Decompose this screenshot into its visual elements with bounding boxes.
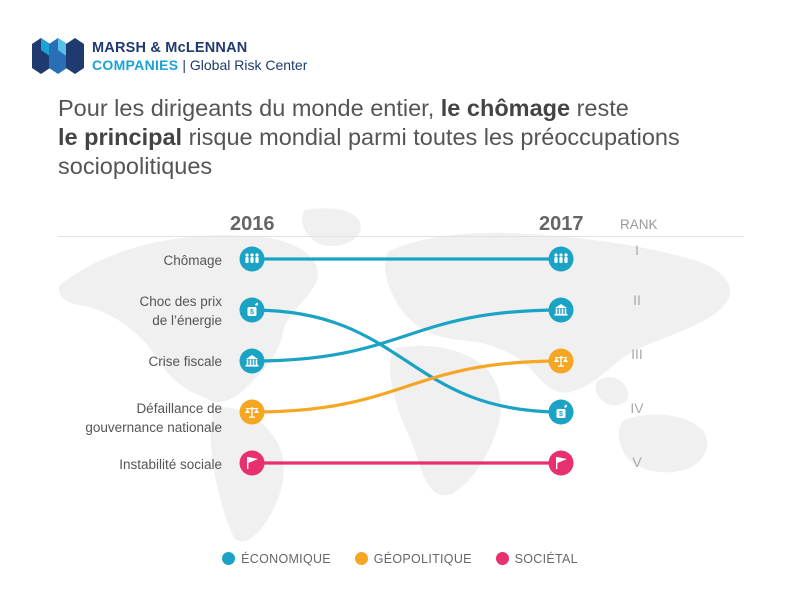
scales-icon [554, 356, 568, 367]
label-defaillance: Défaillance de gouvernance nationale [85, 399, 222, 437]
legend-dot-societal [495, 552, 509, 565]
company-logo: MARSH & McLENNAN COMPANIES | Global Risk… [32, 38, 332, 78]
node-crise-fiscale-2017 [548, 297, 574, 323]
label-crise-fiscale-line1: Crise fiscale [148, 354, 222, 369]
rank-label-2: II [633, 292, 641, 308]
legend-label-societal: SOCIÉTAL [514, 552, 578, 566]
rank-label-4: IV [630, 400, 644, 416]
flag-icon [556, 457, 567, 469]
rank-header: RANK [620, 217, 658, 232]
year-2017-header: 2017 [539, 213, 584, 235]
label-chomage: Chômage [163, 251, 222, 270]
rank-label-5: V [632, 454, 642, 470]
legend-item-societal: SOCIÉTAL [495, 552, 578, 566]
logo-mark-icon [32, 38, 84, 74]
node-chomage-2016 [239, 246, 265, 272]
label-chomage-line1: Chômage [163, 253, 222, 268]
series-line-crise-fiscale [250, 308, 563, 363]
legend-item-geopolitique: GÉOPOLITIQUE [354, 552, 472, 566]
node-defaillance-de-gouvernance-nationale-2016 [239, 399, 265, 425]
legend-label-geopolitique: GÉOPOLITIQUE [373, 552, 472, 566]
logo-company-name: MARSH & McLENNAN [92, 40, 248, 56]
label-choc-energie-line2: de l’énergie [152, 313, 222, 328]
headline-part-3: risque mondial parmi toutes les préoccup… [58, 124, 680, 179]
people-icon [245, 253, 259, 263]
people-icon [554, 253, 568, 263]
series-line-defaillance-de-gouvernance-nationale [250, 359, 563, 414]
node-chomage-2017 [548, 246, 574, 272]
oil-barrel-icon: $ [556, 404, 567, 418]
headline-part-2: reste [570, 95, 629, 121]
label-choc-energie: Choc des prix de l’énergie [139, 292, 222, 330]
legend-item-economique: ÉCONOMIQUE [222, 552, 331, 566]
node-choc-des-prix-de-l-energie-2016: $ [239, 297, 265, 323]
scales-icon [245, 407, 259, 418]
series-nodes: $$ [239, 246, 574, 476]
legend-dot-geopolitique [354, 552, 368, 565]
year-2016-header: 2016 [230, 213, 275, 235]
label-defaillance-line2: gouvernance nationale [85, 420, 222, 435]
label-instabilite-line1: Instabilité sociale [119, 457, 222, 472]
label-instabilite: Instabilité sociale [119, 455, 222, 474]
node-instabilite-sociale-2016 [239, 450, 265, 476]
logo-subtitle: COMPANIES | Global Risk Center [92, 57, 307, 73]
headline-bold-1: le chômage [440, 95, 571, 121]
header-rule [58, 236, 744, 237]
svg-text:$: $ [250, 309, 254, 316]
logo-risk-center: | Global Risk Center [182, 57, 308, 73]
label-crise-fiscale: Crise fiscale [148, 352, 222, 371]
node-crise-fiscale-2016 [239, 348, 265, 374]
legend-label-economique: ÉCONOMIQUE [241, 552, 331, 566]
oil-barrel-icon: $ [247, 302, 258, 316]
rank-label-1: I [635, 242, 639, 258]
svg-text:$: $ [559, 411, 563, 418]
headline-part-1: Pour les dirigeants du monde entier, [58, 95, 441, 121]
series-lines [250, 257, 563, 465]
node-choc-des-prix-de-l-energie-2017: $ [548, 399, 574, 425]
legend: ÉCONOMIQUE GÉOPOLITIQUE SOCIÉTAL [0, 552, 800, 566]
rank-label-3: III [631, 346, 643, 362]
headline-bold-2: le principal [58, 124, 183, 150]
legend-dot-economique [222, 552, 236, 565]
series-line-choc-des-prix-de-l-energie [250, 308, 563, 414]
node-defaillance-de-gouvernance-nationale-2017 [548, 348, 574, 374]
logo-companies: COMPANIES [92, 57, 179, 73]
bank-icon [554, 304, 568, 316]
label-defaillance-line1: Défaillance de [136, 401, 222, 416]
node-instabilite-sociale-2017 [548, 450, 574, 476]
bank-icon [245, 355, 259, 367]
headline: Pour les dirigeants du monde entier, le … [58, 94, 778, 181]
label-choc-energie-line1: Choc des prix [139, 294, 222, 309]
